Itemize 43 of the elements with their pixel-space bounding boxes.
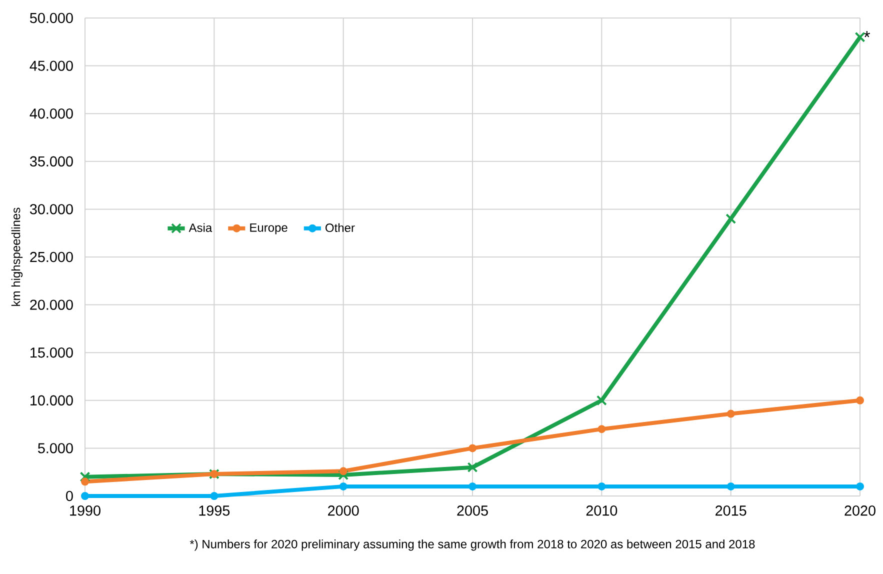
legend-label: Other — [326, 223, 355, 232]
y-tick-label: 45.000 — [30, 60, 73, 71]
legend-label: Europe — [250, 223, 288, 234]
point — [80, 472, 90, 482]
point — [467, 462, 478, 473]
y-tick-label: 10.000 — [30, 395, 73, 406]
x-tick-label: 2015 — [716, 506, 746, 516]
point — [81, 492, 90, 500]
point — [598, 482, 606, 490]
legend-label: Asia — [188, 223, 212, 232]
point — [339, 467, 348, 476]
y-tick-label: 0 — [66, 490, 73, 502]
point — [596, 395, 607, 406]
y-tick-label: 5.000 — [38, 443, 73, 454]
x-tick-label: 1995 — [199, 506, 230, 516]
y-tick-label: 20.000 — [30, 300, 73, 310]
point — [339, 482, 348, 490]
point — [854, 32, 866, 42]
point — [81, 478, 90, 486]
x-tick-label: 2010 — [586, 506, 618, 516]
point — [338, 470, 349, 480]
point — [468, 482, 477, 490]
x-tick-label: 2020 — [844, 506, 876, 516]
point — [856, 396, 864, 404]
point — [210, 492, 218, 500]
y-tick-label: 15.000 — [30, 348, 73, 358]
annotation: * — [864, 31, 870, 38]
point — [598, 425, 606, 434]
text: *) Numbers for 2020 preliminary assuming the same growth from 2018 to 2020 as between 2015 and 2018 — [190, 540, 755, 551]
x-tick-label: 2005 — [457, 506, 488, 516]
y-tick-label: 35.000 — [30, 156, 73, 166]
y-tick-label: 30.000 — [30, 204, 73, 214]
point — [468, 444, 477, 452]
point — [856, 482, 864, 490]
x-tick-label: 2000 — [328, 506, 359, 516]
y-tick-label: 25.000 — [30, 252, 73, 262]
x-tick-label: 1990 — [70, 506, 100, 516]
y-tick-label: 40.000 — [30, 108, 73, 119]
point — [726, 482, 735, 490]
y-tick-label: 50.000 — [30, 12, 73, 24]
point — [726, 410, 735, 418]
y-axis-title: km highspeedlines — [11, 208, 23, 306]
point — [726, 214, 736, 224]
